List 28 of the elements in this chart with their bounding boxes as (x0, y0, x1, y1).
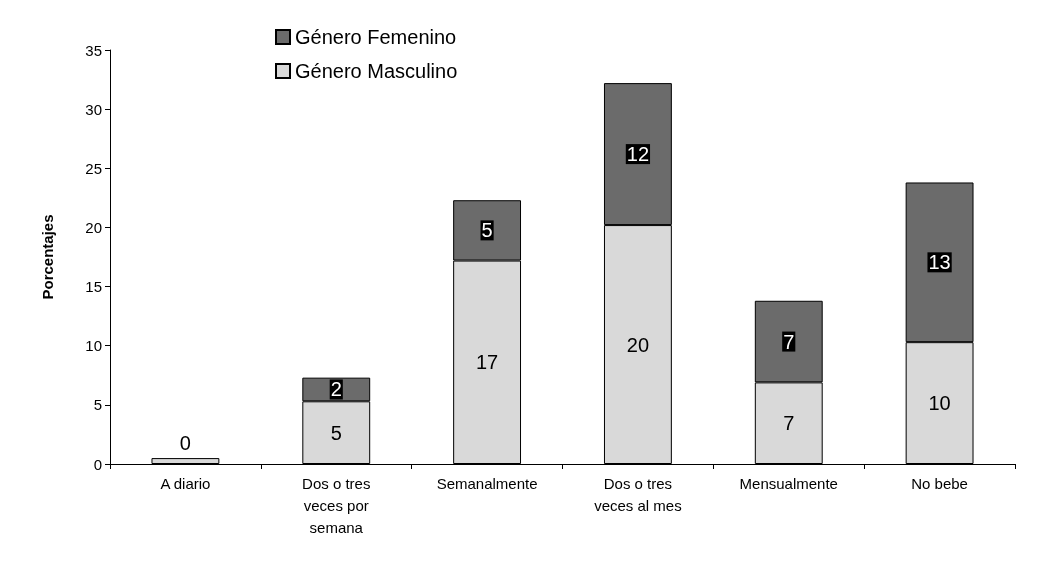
legend-label: Género Femenino (295, 26, 457, 48)
data-label: 17 (475, 351, 499, 374)
legend-label: Género Masculino (295, 60, 458, 82)
data-label: 20 (626, 333, 650, 356)
y-tick-label: 20 (85, 218, 102, 236)
data-label: 13 (928, 251, 951, 274)
data-label: 7 (783, 412, 795, 435)
y-tick-label: 0 (93, 455, 102, 473)
y-tick-label: 30 (85, 100, 102, 118)
y-tick-label: 10 (85, 337, 102, 355)
x-tick-label: Dos o tres veces por semana (302, 474, 371, 536)
x-tick-label: Semanalmente (436, 474, 538, 492)
y-tick-label: 15 (85, 278, 102, 296)
x-tick-label: Dos o tres veces al mes (594, 474, 682, 514)
x-tick-label: Mensualmente (739, 474, 838, 492)
data-label: 7 (783, 330, 795, 353)
data-label: 12 (626, 143, 650, 166)
data-label: 5 (330, 421, 342, 444)
y-tick-label: 35 (85, 41, 102, 59)
x-tick-label: A diario (160, 474, 211, 492)
data-label: 10 (928, 392, 951, 415)
data-label: 2 (330, 378, 342, 401)
y-tick-label: 5 (93, 396, 102, 414)
y-axis-title: Porcentajes (39, 214, 56, 300)
data-label: 5 (481, 219, 493, 242)
y-tick-label: 25 (85, 159, 102, 177)
data-label: 0 (179, 432, 191, 455)
x-tick-label: No bebe (911, 474, 968, 492)
